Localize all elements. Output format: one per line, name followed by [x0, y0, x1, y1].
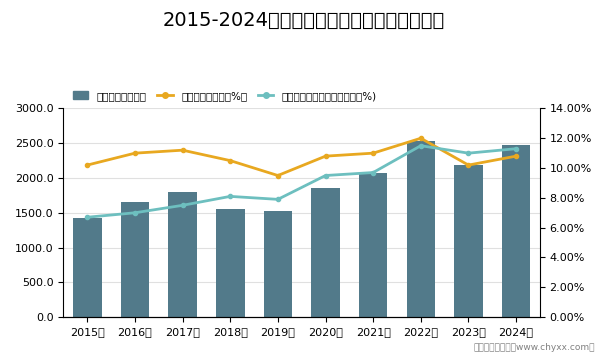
- Bar: [454, 165, 483, 317]
- Bar: [216, 209, 245, 317]
- Bar: [263, 211, 292, 317]
- Bar: [168, 192, 197, 317]
- 应收账款百分比（%）: [84, 163, 91, 167]
- 应收账款占营业收入的比重（%): [274, 197, 282, 201]
- 应收账款占营业收入的比重（%): [179, 203, 186, 208]
- Legend: 应收账款（亿元）, 应收账款百分比（%）, 应收账款占营业收入的比重（%): 应收账款（亿元）, 应收账款百分比（%）, 应收账款占营业收入的比重（%): [69, 87, 381, 105]
- 应收账款占营业收入的比重（%): [512, 146, 520, 151]
- 应收账款百分比（%）: [417, 136, 424, 140]
- Bar: [359, 173, 387, 317]
- 应收账款占营业收入的比重（%): [226, 194, 234, 199]
- 应收账款占营业收入的比重（%): [84, 215, 91, 219]
- 应收账款百分比（%）: [370, 151, 377, 155]
- Line: 应收账款百分比（%）: 应收账款百分比（%）: [85, 136, 518, 178]
- Bar: [502, 145, 531, 317]
- 应收账款占营业收入的比重（%): [370, 171, 377, 175]
- 应收账款百分比（%）: [465, 163, 472, 167]
- 应收账款百分比（%）: [226, 158, 234, 163]
- 应收账款百分比（%）: [512, 154, 520, 158]
- 应收账款占营业收入的比重（%): [417, 144, 424, 148]
- 应收账款百分比（%）: [322, 154, 329, 158]
- Text: 制图：智研咨询（www.chyxx.com）: 制图：智研咨询（www.chyxx.com）: [473, 343, 595, 352]
- 应收账款百分比（%）: [274, 173, 282, 178]
- 应收账款百分比（%）: [179, 148, 186, 152]
- 应收账款占营业收入的比重（%): [322, 173, 329, 178]
- Bar: [311, 188, 340, 317]
- Bar: [407, 141, 435, 317]
- 应收账款占营业收入的比重（%): [131, 211, 138, 215]
- Bar: [73, 218, 101, 317]
- Line: 应收账款占营业收入的比重（%): 应收账款占营业收入的比重（%): [85, 144, 518, 219]
- Text: 2015-2024年食品制造业企业应收账款统计图: 2015-2024年食品制造业企业应收账款统计图: [163, 11, 444, 30]
- 应收账款占营业收入的比重（%): [465, 151, 472, 155]
- Bar: [121, 202, 149, 317]
- 应收账款百分比（%）: [131, 151, 138, 155]
